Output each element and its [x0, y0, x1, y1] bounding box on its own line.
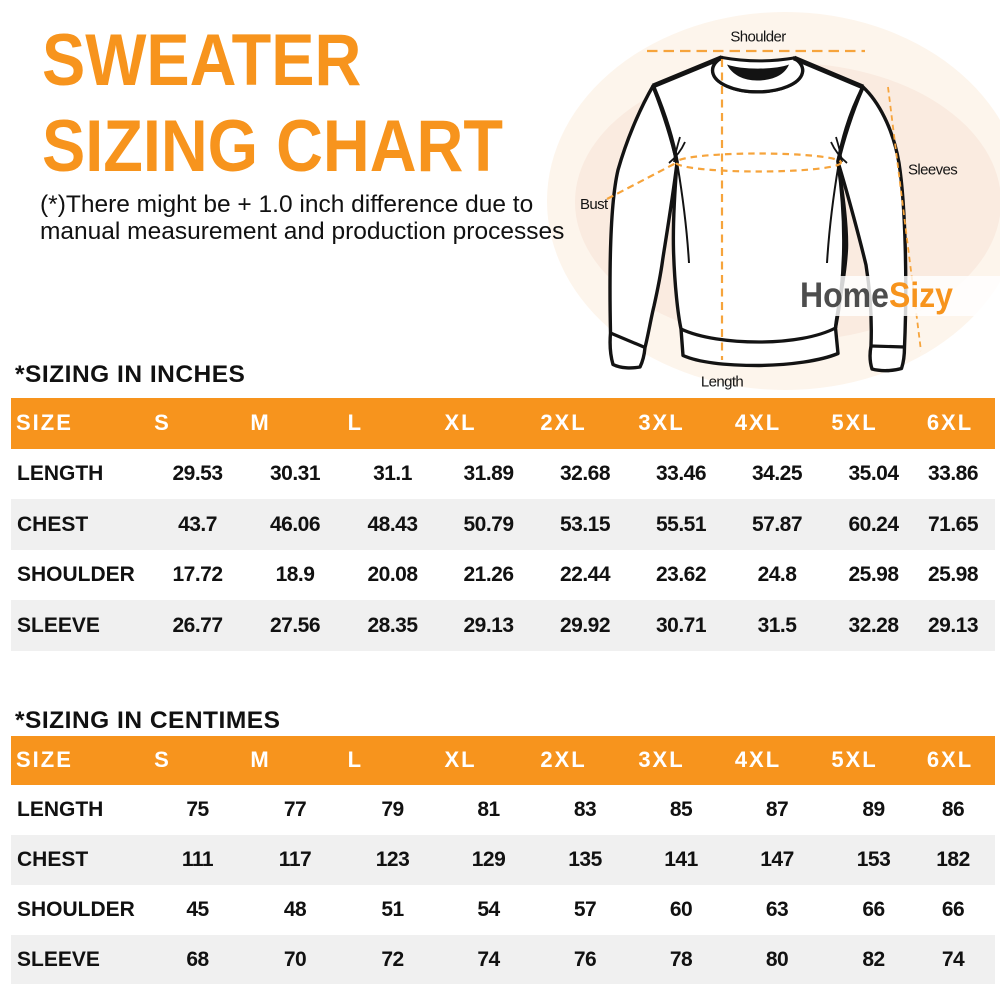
svg-text:Length: Length — [701, 374, 744, 391]
svg-text:Bust: Bust — [580, 196, 609, 213]
svg-text:HomeSizy: HomeSizy — [800, 276, 953, 315]
svg-text:Shoulder: Shoulder — [730, 29, 786, 46]
svg-text:Sleeves: Sleeves — [908, 162, 957, 179]
